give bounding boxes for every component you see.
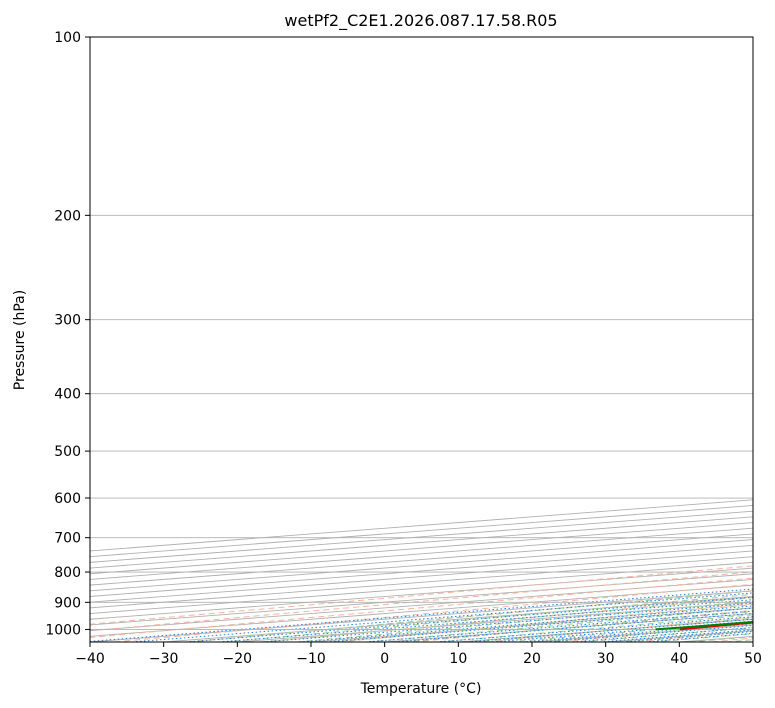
mixing-ratio-line xyxy=(299,605,753,642)
x-axis-label: Temperature (°C) xyxy=(360,681,482,697)
mixing-ratio-line xyxy=(218,599,753,642)
plot-frame xyxy=(89,36,754,643)
y-tick-label: 400 xyxy=(54,387,81,403)
y-axis-label: Pressure (hPa) xyxy=(12,290,28,390)
y-tick-label: 300 xyxy=(54,313,81,329)
x-tick-label: −10 xyxy=(296,651,326,667)
y-tick-label: 500 xyxy=(54,444,81,460)
plot-area: -100-90-80-70-60-50-40-30-20-10010203040… xyxy=(90,37,753,642)
chart-title: wetPf2_C2E1.2026.087.17.58.R05 xyxy=(284,11,557,31)
mixing-ratio-lines xyxy=(90,588,753,642)
x-tick-label: 40 xyxy=(670,651,688,667)
y-tick-label: 900 xyxy=(54,595,81,611)
isotherm-line xyxy=(90,539,753,592)
y-tick-label: 700 xyxy=(54,531,81,547)
isotherm-line xyxy=(90,533,753,586)
isotherm-lines xyxy=(90,499,753,642)
x-tick-label: 30 xyxy=(597,651,615,667)
x-tick-label: 0 xyxy=(380,651,389,667)
isotherm-line xyxy=(90,527,753,580)
isobar-lines xyxy=(90,37,753,630)
y-tick-label: 800 xyxy=(54,565,81,581)
isotherm-line xyxy=(90,510,753,563)
isotherm-line xyxy=(90,505,753,558)
dry-adiabat-line xyxy=(90,571,753,632)
x-tick-label: 10 xyxy=(449,651,467,667)
x-axis: −40 −30 −20 −10 0 10 20 30 40 50 xyxy=(75,642,762,667)
isotherm-line xyxy=(90,522,753,575)
y-tick-label: 1000 xyxy=(45,622,81,638)
isotherm-line xyxy=(90,516,753,569)
y-tick-label: 600 xyxy=(54,491,81,507)
y-tick-label: 100 xyxy=(54,30,81,46)
x-tick-label: 50 xyxy=(744,651,762,667)
isotherm-line xyxy=(90,499,753,552)
x-tick-label: −30 xyxy=(149,651,179,667)
dry-adiabat-line xyxy=(263,596,753,642)
x-tick-label: 20 xyxy=(523,651,541,667)
x-tick-label: −40 xyxy=(75,651,105,667)
mixing-ratio-line xyxy=(185,596,753,642)
mixing-ratio-line xyxy=(262,602,753,642)
mixing-ratio-line xyxy=(326,607,753,642)
y-axis: 100 200 300 400 500 600 700 800 900 1000 xyxy=(45,30,90,638)
x-tick-label: −20 xyxy=(223,651,253,667)
dry-adiabat-line xyxy=(90,577,753,638)
y-tick-label: 200 xyxy=(54,208,81,224)
